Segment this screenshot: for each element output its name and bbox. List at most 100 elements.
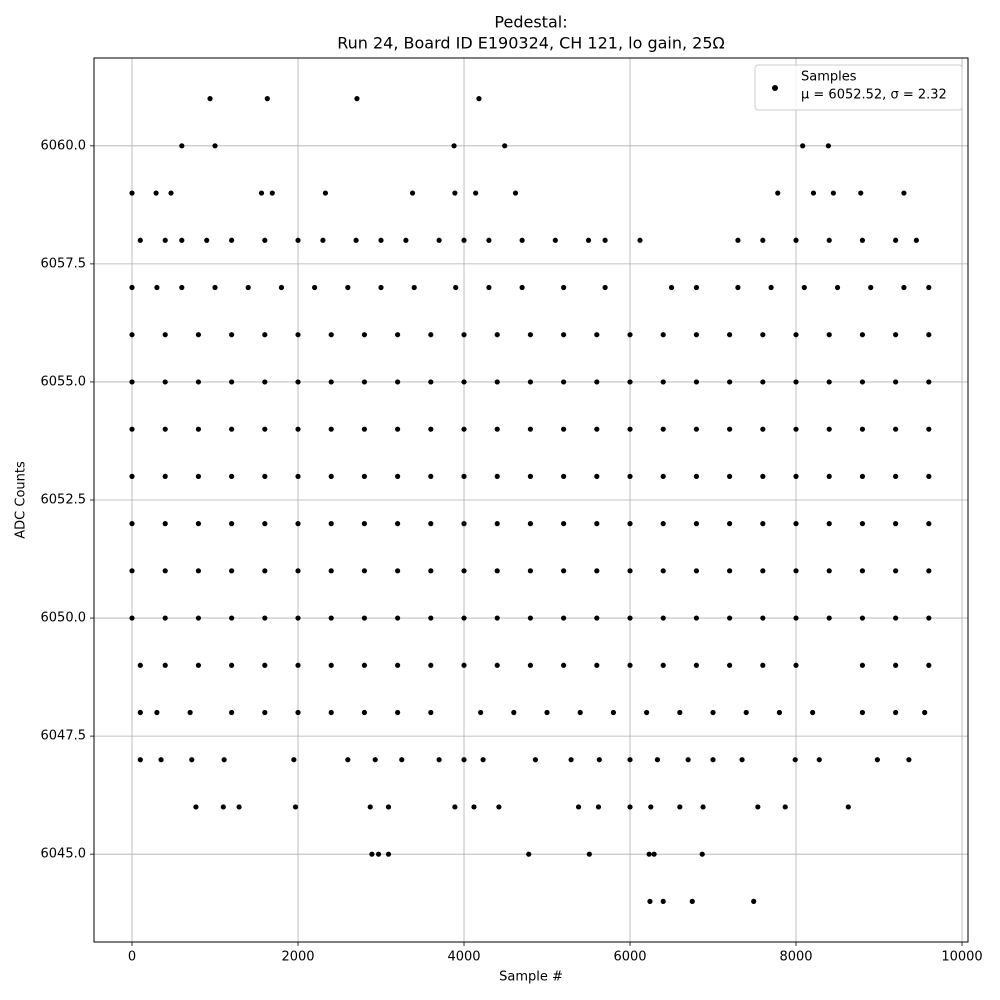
data-point bbox=[527, 379, 534, 385]
data-point bbox=[471, 804, 477, 810]
data-point bbox=[461, 426, 467, 432]
data-point bbox=[926, 332, 932, 338]
data-point bbox=[187, 709, 193, 716]
data-point bbox=[699, 851, 705, 857]
data-point bbox=[262, 521, 268, 527]
data-point bbox=[153, 190, 159, 196]
data-point bbox=[594, 615, 600, 621]
data-point bbox=[229, 568, 235, 574]
y-tick-label: 6052.5 bbox=[41, 493, 87, 508]
data-point bbox=[361, 521, 368, 527]
data-point bbox=[926, 662, 932, 668]
data-point bbox=[204, 237, 210, 243]
data-point bbox=[158, 757, 164, 763]
data-point bbox=[627, 521, 633, 527]
data-point bbox=[627, 332, 633, 338]
data-point bbox=[677, 804, 683, 810]
data-point bbox=[411, 284, 417, 291]
data-point bbox=[793, 521, 799, 527]
data-point bbox=[561, 426, 567, 432]
data-point bbox=[561, 332, 567, 338]
data-point bbox=[195, 568, 202, 574]
data-point bbox=[893, 521, 899, 527]
grid bbox=[94, 58, 968, 942]
data-point bbox=[776, 709, 783, 716]
data-point bbox=[494, 473, 500, 479]
data-point bbox=[568, 757, 574, 763]
data-point bbox=[278, 284, 285, 291]
data-point bbox=[345, 757, 351, 763]
data-point bbox=[245, 284, 251, 291]
data-point bbox=[486, 284, 492, 291]
data-point bbox=[295, 426, 301, 432]
data-point bbox=[782, 804, 788, 810]
data-point bbox=[627, 426, 633, 432]
data-point bbox=[494, 615, 500, 621]
data-point bbox=[627, 379, 633, 385]
data-point bbox=[760, 662, 766, 668]
data-point bbox=[179, 237, 185, 243]
data-point bbox=[893, 662, 899, 668]
data-point bbox=[269, 190, 275, 196]
data-point bbox=[751, 898, 757, 904]
data-point bbox=[561, 284, 567, 291]
legend-marker bbox=[772, 85, 778, 91]
data-point bbox=[328, 568, 334, 574]
data-point bbox=[826, 473, 832, 479]
data-point bbox=[212, 284, 218, 291]
data-point bbox=[328, 426, 334, 432]
data-point bbox=[195, 379, 202, 385]
data-point bbox=[775, 190, 781, 196]
data-point bbox=[577, 709, 583, 716]
data-point bbox=[859, 237, 866, 243]
data-point bbox=[258, 190, 265, 196]
data-point bbox=[353, 237, 359, 243]
data-point bbox=[195, 662, 202, 668]
data-point bbox=[519, 237, 525, 243]
data-point bbox=[727, 662, 733, 668]
data-point bbox=[162, 662, 168, 668]
data-point bbox=[428, 332, 434, 338]
data-point bbox=[893, 237, 899, 243]
data-point bbox=[399, 757, 405, 763]
data-point bbox=[627, 615, 633, 621]
data-point bbox=[727, 615, 733, 621]
data-point bbox=[926, 568, 932, 574]
data-point bbox=[693, 379, 700, 385]
data-point bbox=[627, 662, 633, 668]
data-point bbox=[602, 237, 608, 243]
data-point bbox=[527, 521, 534, 527]
data-point bbox=[361, 473, 368, 479]
data-point bbox=[162, 237, 168, 243]
data-point bbox=[646, 851, 652, 857]
data-point bbox=[893, 709, 899, 716]
data-point bbox=[212, 143, 218, 149]
data-point bbox=[660, 521, 666, 527]
data-point bbox=[893, 426, 899, 432]
y-tick-label: 6050.0 bbox=[41, 611, 87, 626]
data-point bbox=[826, 426, 832, 432]
data-point bbox=[792, 757, 798, 763]
data-point bbox=[262, 379, 268, 385]
data-point bbox=[229, 379, 235, 385]
data-point bbox=[859, 379, 866, 385]
data-point bbox=[760, 379, 766, 385]
data-point bbox=[926, 615, 932, 621]
data-point bbox=[527, 615, 534, 621]
data-point bbox=[760, 237, 766, 243]
data-point bbox=[693, 521, 700, 527]
data-point bbox=[830, 190, 836, 196]
data-point bbox=[461, 662, 467, 668]
data-point bbox=[660, 332, 666, 338]
data-point bbox=[262, 473, 268, 479]
data-point bbox=[660, 568, 666, 574]
data-point bbox=[743, 709, 749, 716]
data-point bbox=[810, 190, 817, 196]
data-point bbox=[295, 662, 301, 668]
data-point bbox=[893, 379, 899, 385]
data-point bbox=[760, 426, 766, 432]
data-point bbox=[129, 615, 135, 621]
data-point bbox=[328, 615, 334, 621]
data-point bbox=[810, 709, 816, 716]
data-point bbox=[594, 521, 600, 527]
